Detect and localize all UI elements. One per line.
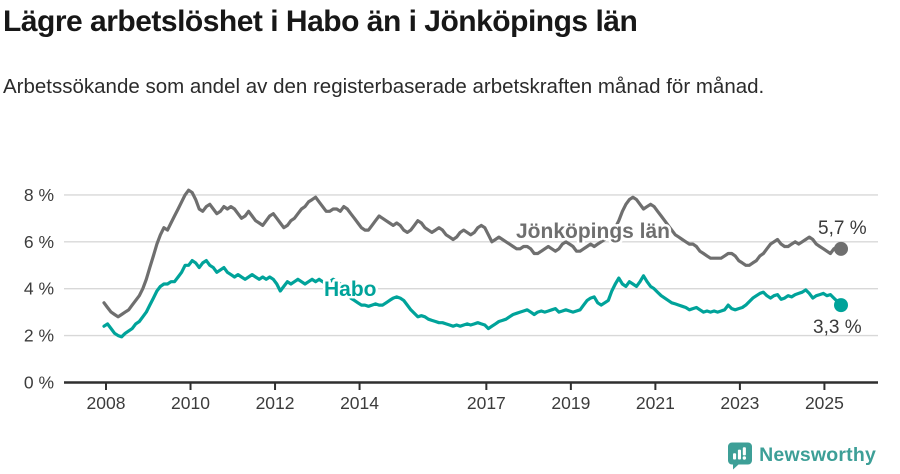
page-title: Lägre arbetslöshet i Habo än i Jönköping… xyxy=(3,5,638,38)
jonkopings-lan-series-label: Jönköpings län xyxy=(516,220,670,243)
habo-line xyxy=(102,259,843,339)
y-axis-tick-label: 8 % xyxy=(24,185,54,205)
y-axis-tick-label: 6 % xyxy=(24,232,54,252)
y-axis-tick-label: 4 % xyxy=(24,279,54,299)
brand-name: Newsworthy xyxy=(759,444,876,466)
x-axis-tick-label: 2021 xyxy=(636,393,675,413)
newsworthy-pin-barchart-icon xyxy=(728,442,753,470)
brand-footer: Newsworthy xyxy=(727,441,876,470)
x-axis-tick-label: 2023 xyxy=(720,393,759,413)
jonkopings-lan-line xyxy=(102,188,843,319)
x-axis-tick-label: 2010 xyxy=(171,393,210,413)
x-axis-tick-label: 2008 xyxy=(87,393,126,413)
habo-end-dot xyxy=(834,298,848,313)
x-axis-tick-label: 2019 xyxy=(551,393,590,413)
x-axis-tick-label: 2012 xyxy=(256,393,295,413)
x-axis-tick-label: 2017 xyxy=(467,393,506,413)
habo-end-value: 3,3 % xyxy=(813,317,862,338)
x-axis-tick-label: 2025 xyxy=(805,393,844,413)
jonkopings-lan-end-dot xyxy=(834,241,848,256)
chart-header: Lägre arbetslöshet i Habo än i Jönköping… xyxy=(3,4,883,40)
chart-subtitle: Arbetssökande som andel av den registerb… xyxy=(3,75,765,98)
y-axis-tick-label: 0 % xyxy=(24,373,54,393)
x-axis-tick-label: 2014 xyxy=(340,393,379,413)
jonkopings-lan-end-value: 5,7 % xyxy=(818,218,867,239)
y-axis-tick-label: 2 % xyxy=(24,326,54,346)
habo-series-label: Habo xyxy=(324,278,377,301)
